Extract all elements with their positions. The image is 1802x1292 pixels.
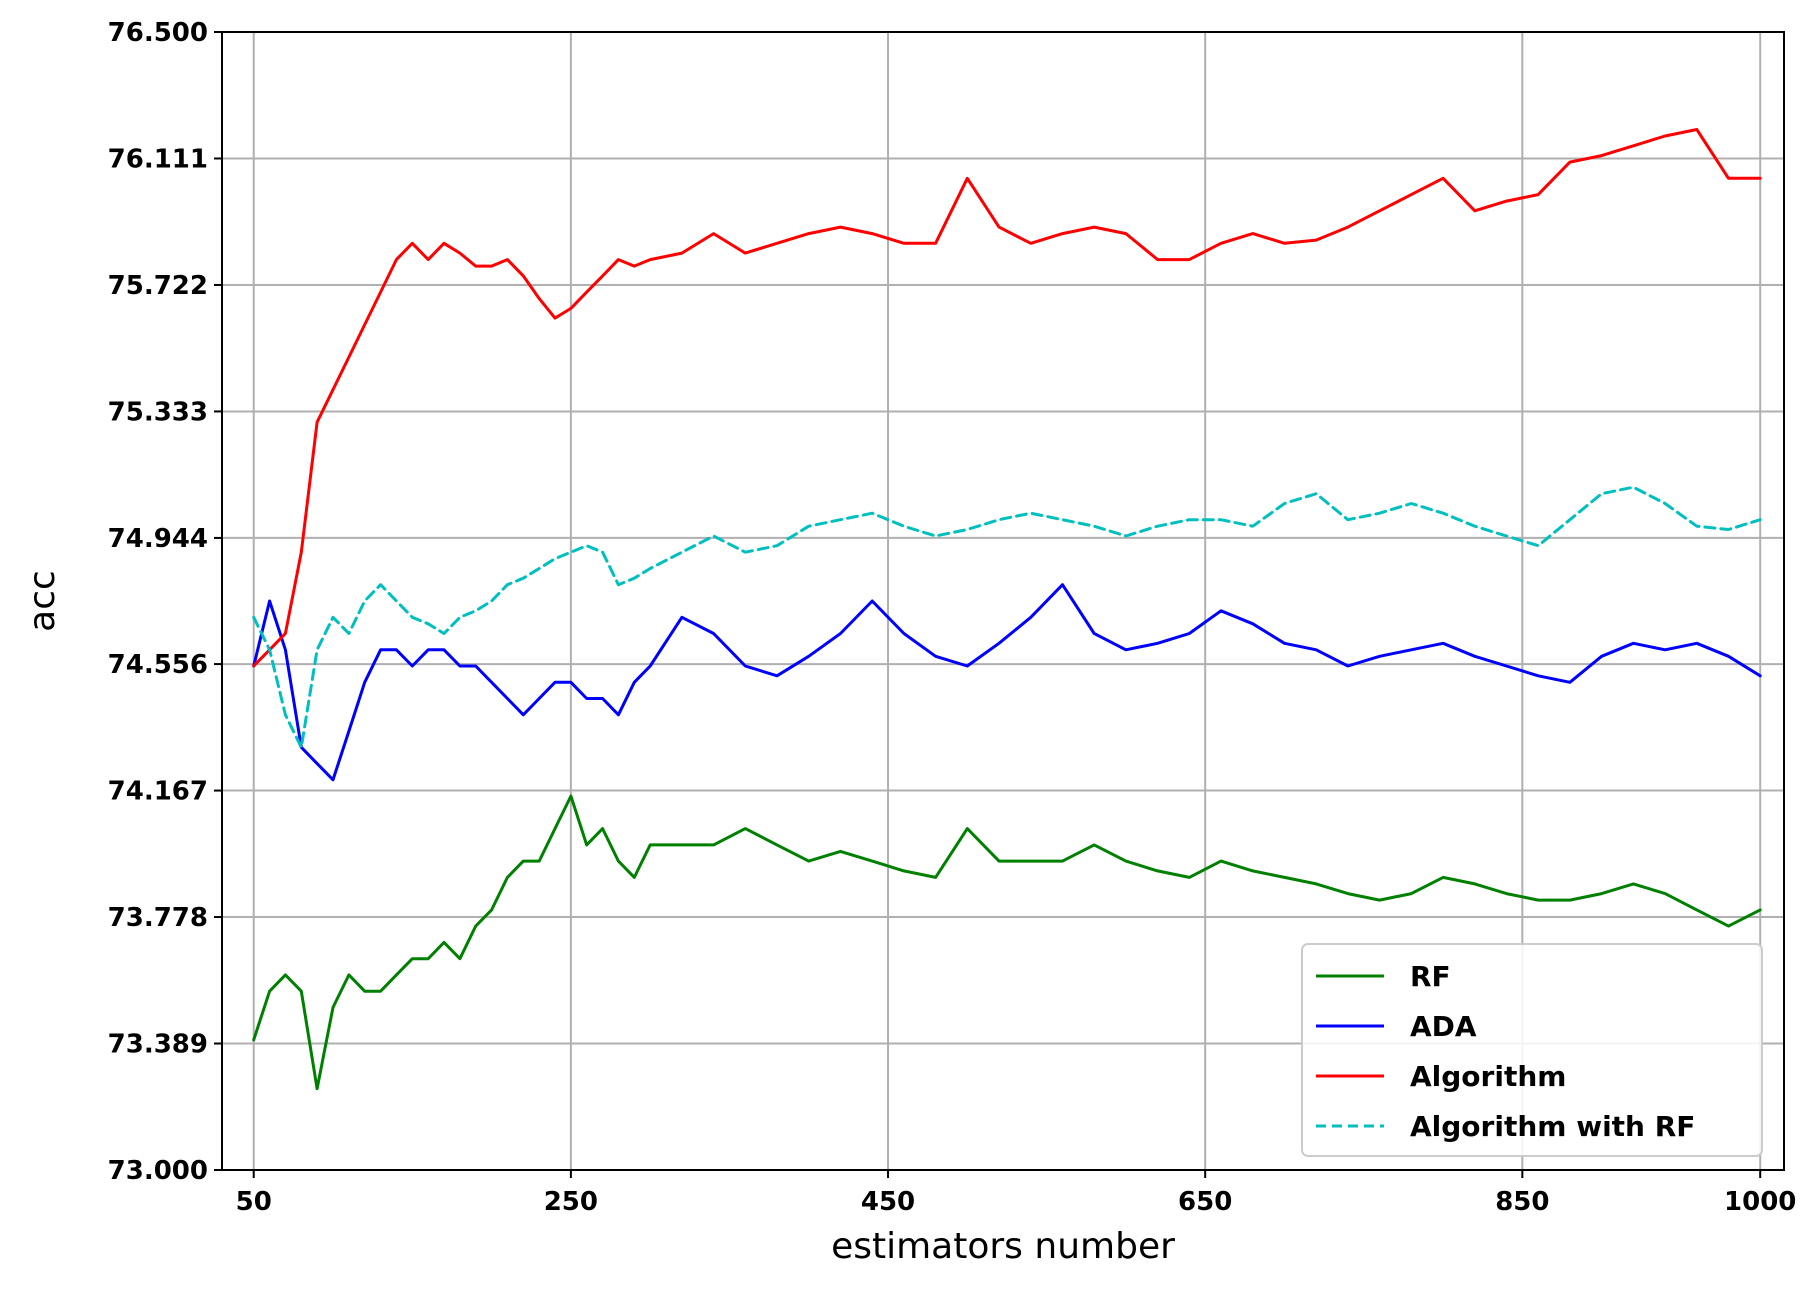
x-tick-label: 850: [1495, 1187, 1549, 1217]
y-tick-label: 73.389: [108, 1030, 208, 1060]
series-line-algorithm: [252, 128, 1762, 668]
y-axis-label: acc: [22, 570, 63, 632]
x-axis-ticks: 50 250 450 650 850 1000: [236, 1170, 1796, 1217]
y-axis-ticks: 73.000 73.389 73.778 74.167 74.556 74.944 75.3…: [108, 18, 222, 1186]
x-tick-label: 50: [236, 1187, 272, 1217]
y-tick-label: 74.944: [108, 524, 208, 554]
series-lines: [252, 128, 1762, 1091]
y-tick-label: 74.167: [108, 777, 208, 807]
y-tick-label: 74.556: [108, 650, 208, 680]
legend-label: Algorithm: [1410, 1060, 1566, 1093]
y-tick-label: 75.333: [108, 397, 208, 427]
legend-label: ADA: [1410, 1010, 1477, 1043]
legend-box: [1301, 943, 1763, 1157]
x-tick-label: 250: [544, 1187, 598, 1217]
y-tick-label: 76.111: [108, 144, 208, 174]
x-tick-label: 450: [861, 1187, 915, 1217]
legend-entries: RF ADA Algorithm Algorithm with RF: [1316, 960, 1695, 1143]
y-tick-label: 73.778: [108, 903, 208, 933]
series-line-algorithm-with-rf: [252, 485, 1762, 749]
plot-frame: [221, 31, 1785, 1171]
series-line-ada: [252, 583, 1762, 782]
y-tick-label: 73.000: [108, 1156, 208, 1186]
grid-lines: [222, 31, 1784, 1171]
x-axis-label: estimators number: [831, 1226, 1175, 1267]
legend-label: Algorithm with RF: [1410, 1110, 1695, 1143]
y-tick-label: 75.722: [108, 271, 208, 301]
x-tick-label: 1000: [1724, 1187, 1796, 1217]
x-tick-label: 650: [1178, 1187, 1232, 1217]
series-line-rf: [252, 794, 1762, 1091]
y-tick-label: 76.500: [108, 18, 208, 48]
legend: RF ADA Algorithm Algorithm with RF: [1301, 943, 1763, 1157]
legend-label: RF: [1410, 960, 1451, 993]
